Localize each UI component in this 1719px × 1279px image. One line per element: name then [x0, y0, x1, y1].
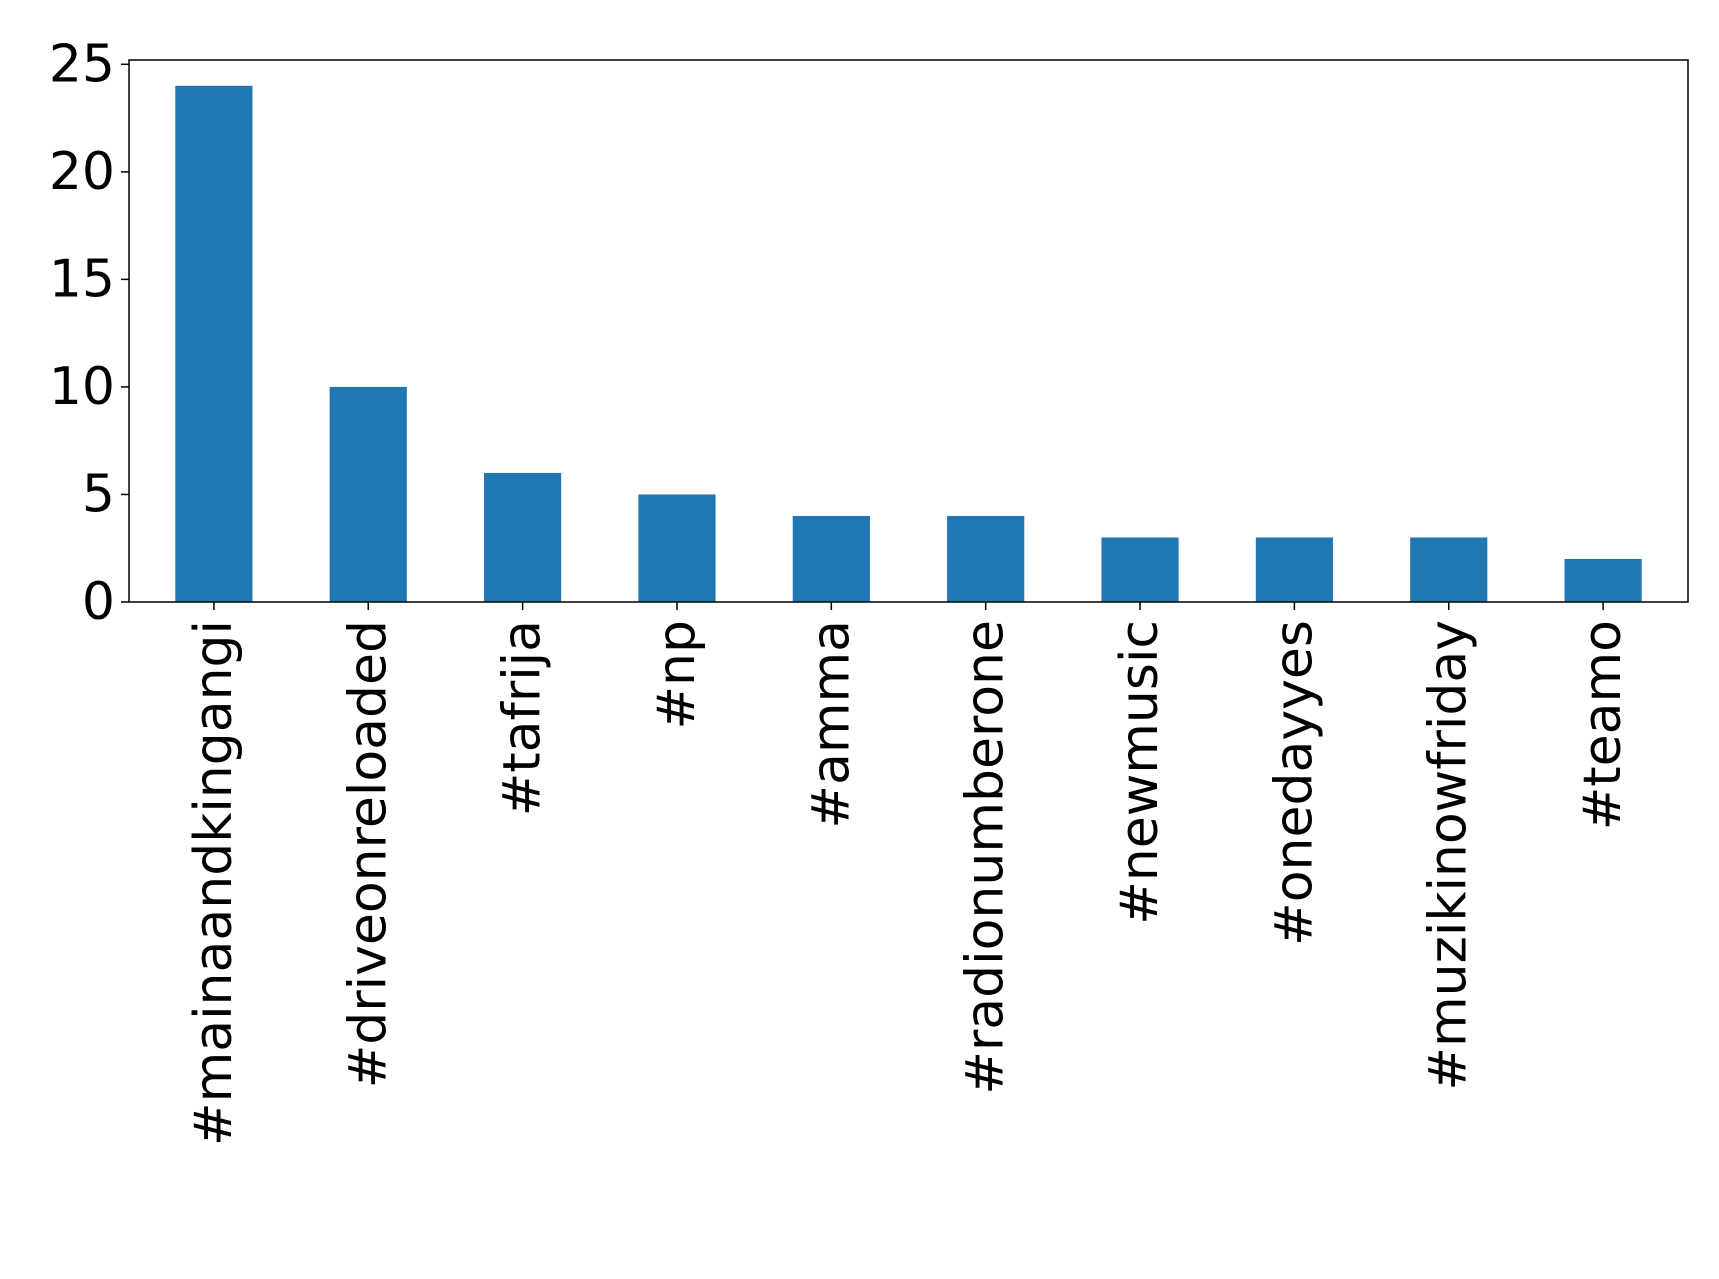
x-tick-label: #radionumberone — [956, 620, 1016, 1095]
y-tick-label: 0 — [82, 572, 115, 632]
x-tick-label: #mainaandkingangi — [184, 620, 244, 1146]
x-tick-label: #teamo — [1573, 620, 1633, 830]
bar — [329, 386, 407, 602]
y-tick-label: 15 — [49, 249, 115, 309]
bar — [947, 515, 1025, 602]
bars-group — [175, 85, 1642, 603]
bar — [1410, 537, 1488, 602]
bar — [1564, 558, 1642, 602]
bar — [175, 85, 253, 603]
x-tick-label: #amma — [801, 620, 861, 829]
bar — [484, 472, 562, 602]
y-tick-label: 20 — [49, 142, 115, 202]
x-tick-label: #muzikinowfriday — [1419, 620, 1479, 1091]
x-tick-label: #onedayyes — [1264, 620, 1324, 946]
y-tick-label: 25 — [49, 34, 115, 94]
y-tick-label: 10 — [49, 357, 115, 417]
bar — [1255, 537, 1333, 602]
bar — [792, 515, 870, 602]
plot-frame — [128, 59, 1689, 603]
bar — [1101, 537, 1179, 602]
bar — [638, 494, 716, 602]
x-tick-label: #newmusic — [1110, 620, 1170, 925]
x-tick-label: #driveonreloaded — [338, 620, 398, 1088]
x-tick-label: #np — [647, 620, 707, 730]
x-tick-label: #tafrija — [493, 620, 553, 816]
y-tick-label: 5 — [82, 464, 115, 524]
x-axis: #mainaandkingangi #driveonreloaded #tafrij… — [184, 602, 1633, 1146]
y-axis: 0 5 10 15 20 25 — [49, 34, 129, 632]
